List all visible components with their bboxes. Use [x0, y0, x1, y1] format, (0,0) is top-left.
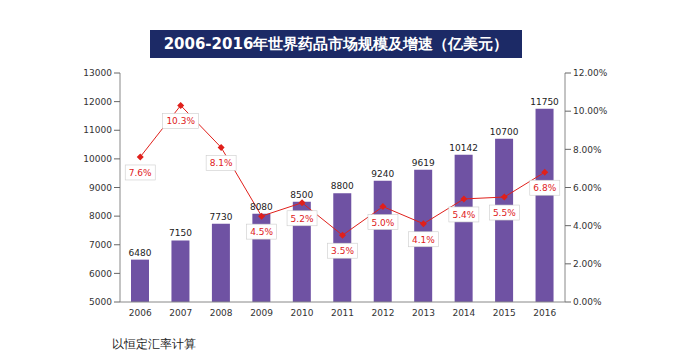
svg-text:11000: 11000 [83, 125, 112, 135]
svg-text:6.00%: 6.00% [573, 183, 602, 193]
svg-text:8.00%: 8.00% [573, 145, 602, 155]
svg-text:2008: 2008 [210, 308, 233, 318]
svg-text:4.5%: 4.5% [250, 227, 273, 237]
svg-text:10000: 10000 [83, 154, 112, 164]
svg-text:10.00%: 10.00% [573, 106, 608, 116]
svg-text:0.00%: 0.00% [573, 297, 602, 307]
svg-text:3.5%: 3.5% [331, 246, 354, 256]
svg-text:7000: 7000 [89, 240, 112, 250]
svg-text:2013: 2013 [412, 308, 435, 318]
svg-text:2006: 2006 [129, 308, 152, 318]
svg-text:9240: 9240 [371, 169, 394, 179]
svg-text:7730: 7730 [209, 212, 232, 222]
html-text:2006-2016年世界药品市场规模及增速（亿美元）: 2006-2016年世界药品市场规模及增速（亿美元） [163, 35, 509, 53]
svg-text:2011: 2011 [331, 308, 354, 318]
svg-text:5000: 5000 [89, 297, 112, 307]
svg-text:4.00%: 4.00% [573, 221, 602, 231]
svg-text:10142: 10142 [449, 143, 478, 153]
svg-text:5.5%: 5.5% [493, 208, 516, 218]
svg-text:6480: 6480 [129, 248, 152, 258]
svg-text:10.3%: 10.3% [166, 116, 195, 126]
svg-text:12000: 12000 [83, 97, 112, 107]
svg-text:8800: 8800 [331, 181, 354, 191]
svg-text:5.2%: 5.2% [291, 214, 314, 224]
html-text:以恒定汇率计算: 以恒定汇率计算 [112, 337, 196, 351]
svg-text:2016: 2016 [533, 308, 556, 318]
svg-text:2.00%: 2.00% [573, 259, 602, 269]
svg-text:8000: 8000 [89, 211, 112, 221]
svg-text:8500: 8500 [290, 190, 313, 200]
svg-text:6000: 6000 [89, 269, 112, 279]
svg-text:2012: 2012 [372, 308, 395, 318]
svg-text:8080: 8080 [250, 202, 273, 212]
svg-text:12.00%: 12.00% [573, 68, 608, 78]
svg-text:2009: 2009 [250, 308, 273, 318]
svg-text:4.1%: 4.1% [412, 235, 435, 245]
svg-text:11750: 11750 [530, 97, 559, 107]
svg-text:2014: 2014 [452, 308, 475, 318]
svg-text:6.8%: 6.8% [533, 183, 556, 193]
svg-text:2007: 2007 [169, 308, 192, 318]
svg-text:9619: 9619 [412, 158, 435, 168]
svg-text:2015: 2015 [493, 308, 516, 318]
svg-text:7150: 7150 [169, 228, 192, 238]
svg-text:10700: 10700 [490, 127, 519, 137]
svg-text:13000: 13000 [83, 68, 112, 78]
svg-text:8.1%: 8.1% [210, 158, 233, 168]
svg-text:5.4%: 5.4% [452, 210, 475, 220]
svg-text:5.0%: 5.0% [372, 218, 395, 228]
svg-text:7.6%: 7.6% [129, 168, 152, 178]
svg-text:2010: 2010 [291, 308, 314, 318]
svg-text:9000: 9000 [89, 183, 112, 193]
